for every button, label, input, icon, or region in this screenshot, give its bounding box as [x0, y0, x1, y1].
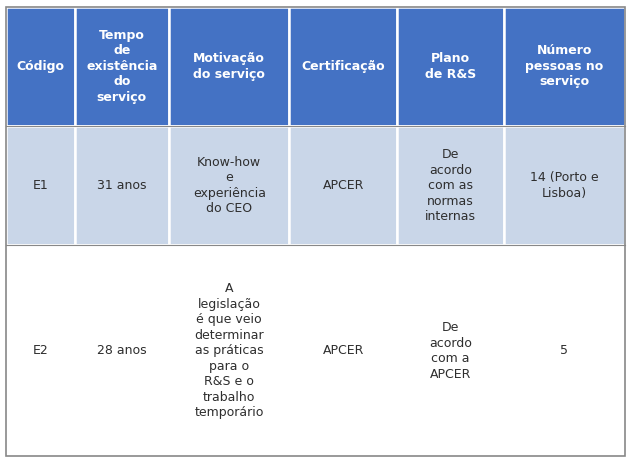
Bar: [504, 7, 625, 126]
Bar: [6, 126, 74, 245]
Bar: [6, 7, 74, 126]
Text: De
acordo
com as
normas
internas: De acordo com as normas internas: [425, 148, 476, 223]
Bar: [290, 7, 397, 126]
Text: 31 anos: 31 anos: [97, 179, 146, 192]
Bar: [74, 7, 169, 126]
Text: 14 (Porto e
Lisboa): 14 (Porto e Lisboa): [530, 171, 599, 200]
Text: APCER: APCER: [322, 179, 364, 192]
Bar: [504, 126, 625, 245]
Text: 5: 5: [560, 344, 569, 357]
Text: E2: E2: [33, 344, 49, 357]
Bar: [397, 126, 504, 245]
Text: Know-how
e
experiência
do CEO: Know-how e experiência do CEO: [192, 156, 266, 215]
Text: Tempo
de
existência
do
serviço: Tempo de existência do serviço: [86, 29, 158, 104]
Text: 28 anos: 28 anos: [97, 344, 146, 357]
Text: De
acordo
com a
APCER: De acordo com a APCER: [429, 321, 472, 380]
Bar: [74, 126, 169, 245]
Text: A
legislação
é que veio
determinar
as práticas
para o
R&S e o
trabalho
temporári: A legislação é que veio determinar as pr…: [194, 282, 264, 419]
Text: APCER: APCER: [322, 344, 364, 357]
Text: Certificação: Certificação: [302, 60, 385, 73]
Bar: [290, 245, 397, 456]
Bar: [74, 245, 169, 456]
Bar: [504, 245, 625, 456]
Bar: [6, 245, 74, 456]
Bar: [169, 7, 290, 126]
Bar: [290, 126, 397, 245]
Bar: [169, 126, 290, 245]
Text: Plano
de R&S: Plano de R&S: [425, 52, 476, 81]
Text: Motivação
do serviço: Motivação do serviço: [193, 52, 265, 81]
Text: Código: Código: [16, 60, 64, 73]
Bar: [397, 245, 504, 456]
Text: Número
pessoas no
serviço: Número pessoas no serviço: [526, 44, 604, 89]
Bar: [169, 245, 290, 456]
Bar: [397, 7, 504, 126]
Text: E1: E1: [33, 179, 49, 192]
